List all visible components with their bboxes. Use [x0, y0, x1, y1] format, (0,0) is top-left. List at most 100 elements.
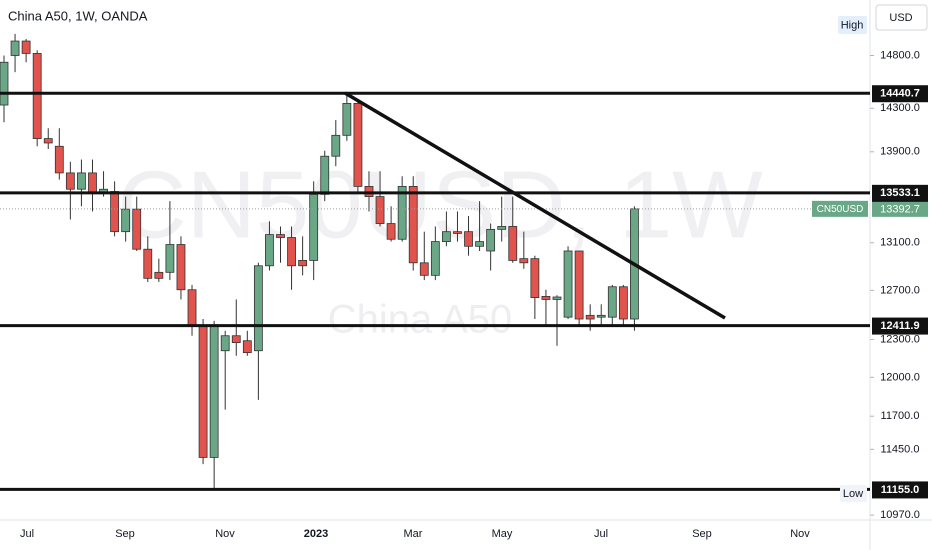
level-badge — [872, 481, 928, 499]
candle-body — [618, 286, 628, 320]
x-tick-label: Sep — [692, 528, 712, 540]
candle-body — [220, 335, 230, 352]
candle-body — [154, 271, 164, 279]
candle-body — [607, 286, 617, 318]
last-price-label: 13392.7 — [880, 203, 920, 215]
y-tick-label: 14300.0 — [880, 102, 920, 114]
candle-body — [143, 248, 153, 279]
low-label: Low — [843, 488, 863, 500]
candle-body — [508, 226, 518, 261]
low-badge — [840, 485, 867, 502]
level-label: 11155.0 — [881, 484, 920, 496]
candle-body — [253, 265, 263, 352]
candle-body — [287, 237, 296, 267]
level-badge — [872, 184, 928, 202]
candle-body — [132, 208, 142, 250]
candle-body — [298, 260, 308, 267]
candle-body — [320, 155, 330, 195]
candle-body — [265, 234, 274, 267]
candle-body — [552, 296, 562, 300]
currency-button[interactable] — [875, 4, 928, 31]
candle-body — [21, 40, 31, 54]
candle-body — [541, 296, 551, 300]
y-tick-label: 13900.0 — [880, 146, 920, 158]
candle-body — [397, 186, 407, 240]
candle-body — [408, 186, 418, 264]
candle-body — [209, 325, 219, 458]
x-tick-label: Jul — [20, 528, 34, 540]
y-tick-label: 13100.0 — [880, 237, 920, 249]
candle-body — [32, 53, 42, 139]
candle-body — [475, 241, 484, 247]
level-badge — [872, 317, 928, 335]
level-label: 12411.9 — [880, 320, 919, 332]
level-badge — [872, 85, 928, 103]
candle-body — [353, 103, 363, 187]
candle-body — [375, 196, 385, 224]
watermark: CN50USD, 1W — [117, 151, 763, 258]
y-tick-label: 14800.0 — [880, 49, 920, 61]
candle-body — [453, 231, 462, 234]
y-tick-label: 11700.0 — [881, 410, 920, 422]
x-tick-label: Sep — [115, 528, 135, 540]
x-tick-label: Mar — [404, 528, 423, 540]
candle-body — [386, 223, 396, 240]
level-label: 14440.7 — [880, 88, 920, 100]
y-tick-label: 12700.0 — [880, 284, 920, 296]
candle-body — [497, 226, 507, 230]
candle-body — [563, 250, 573, 318]
candle-body — [464, 231, 473, 247]
candle-body — [276, 234, 285, 238]
chart-title: China A50, 1W, OANDA — [8, 8, 148, 23]
y-tick-label: 12300.0 — [880, 333, 920, 345]
candle-body — [0, 61, 9, 106]
candle-body — [65, 172, 75, 190]
x-tick-label: 2023 — [304, 528, 328, 540]
candle-body — [574, 250, 584, 320]
y-tick-label: 12000.0 — [880, 371, 920, 383]
candle-body — [430, 241, 440, 276]
candle-body — [242, 340, 252, 354]
currency-label[interactable]: USD — [889, 12, 912, 24]
watermark-sub: China A50 — [328, 298, 513, 342]
x-tick-label: Nov — [215, 528, 235, 540]
candle-body — [342, 103, 352, 136]
candle-body — [441, 231, 451, 242]
candle-body — [10, 40, 20, 56]
last-price-name-badge — [812, 200, 868, 217]
candle-body — [309, 193, 319, 261]
candle-body — [77, 172, 86, 190]
candle-body — [231, 335, 241, 343]
candle-body — [43, 138, 53, 144]
candle-body — [331, 134, 341, 157]
level-label: 13533.1 — [880, 187, 920, 199]
candle-body — [110, 191, 119, 233]
candle-body — [165, 244, 175, 273]
candle-body — [486, 228, 496, 252]
x-tick-label: May — [492, 528, 513, 540]
candle-body — [187, 289, 197, 327]
candle-body — [54, 145, 64, 174]
y-tick-label: 10970.0 — [880, 509, 920, 521]
high-badge — [838, 16, 867, 34]
y-tick-label: 11450.0 — [881, 443, 920, 455]
candle-body — [419, 262, 429, 276]
candle-body — [519, 258, 529, 264]
candle-body — [198, 325, 208, 458]
trendline — [344, 91, 726, 320]
candle-body — [121, 208, 131, 233]
x-tick-label: Jul — [594, 528, 608, 540]
candle-body — [88, 172, 97, 194]
candle-body — [530, 258, 540, 299]
last-price-badge — [872, 200, 928, 217]
high-label: High — [841, 19, 864, 31]
candle-body — [585, 314, 595, 320]
candle-body — [596, 314, 606, 318]
plot: 14800.0 14300.0 13900.0 13100.0 12700.0 12300… — [0, 33, 920, 540]
overlay: CN50USD 13392.7 14440.7 13533.1 12411.9 11155… — [0, 85, 928, 499]
candle-body — [176, 244, 186, 291]
last-price-name: CN50USD — [817, 204, 864, 215]
